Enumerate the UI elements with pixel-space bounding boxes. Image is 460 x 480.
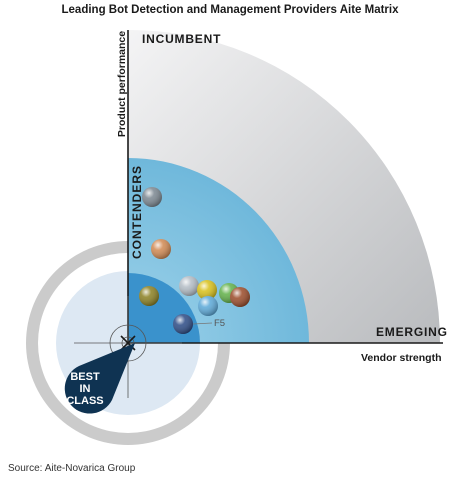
badge-line-in: IN (79, 383, 91, 395)
zone-label-contenders: CONTENDERS (130, 164, 144, 260)
zone-label-incumbent: INCUMBENT (142, 32, 222, 46)
vendor-sphere (142, 187, 162, 207)
f5-leader-line (192, 322, 213, 325)
zone-label-emerging: EMERGING (376, 325, 448, 339)
vendor-label-f5: F5 (214, 318, 226, 329)
best-in-class-badge (64, 343, 135, 414)
vendor-sphere (179, 276, 199, 296)
vendor-sphere (198, 296, 218, 316)
badge-line-class: CLASS (66, 395, 104, 407)
best-in-class-badge-text: BEST IN CLASS (63, 371, 107, 407)
y-axis-label: Product performance (116, 30, 128, 138)
badge-line-best: BEST (70, 371, 100, 383)
x-axis-label: Vendor strength (361, 352, 442, 364)
vendor-sphere (151, 239, 171, 259)
vendor-sphere (230, 287, 250, 307)
vendor-sphere (139, 286, 159, 306)
chart-title: Leading Bot Detection and Management Pro… (61, 4, 399, 16)
vendor-spheres (139, 187, 250, 334)
vendor-sphere (197, 280, 217, 300)
source-note: Source: Aite-Novarica Group (8, 463, 136, 474)
vendor-sphere-f5 (173, 314, 193, 334)
